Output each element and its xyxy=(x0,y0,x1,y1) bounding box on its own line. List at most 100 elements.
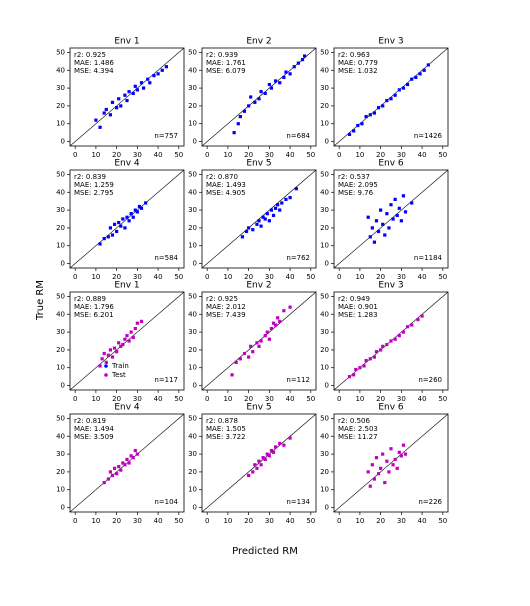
stat-annotation: MSE: 1.032 xyxy=(338,67,378,75)
point xyxy=(393,197,397,201)
point xyxy=(110,100,115,104)
y-tick-label: 0 xyxy=(193,260,197,268)
stat-annotation: MSE: 6.079 xyxy=(206,67,246,75)
point xyxy=(416,318,420,322)
x-tick-label: 30 xyxy=(265,517,274,525)
point xyxy=(276,316,280,320)
x-tick-label: 20 xyxy=(112,395,121,403)
point xyxy=(278,441,282,445)
point xyxy=(347,375,352,379)
point xyxy=(362,364,366,368)
point xyxy=(265,330,269,334)
point xyxy=(102,237,106,241)
point xyxy=(139,81,144,85)
point xyxy=(387,470,391,474)
point xyxy=(247,104,251,108)
x-tick-label: 30 xyxy=(133,273,142,281)
y-tick-label: 20 xyxy=(320,468,329,476)
y-tick-label: 0 xyxy=(325,138,329,146)
stat-annotation: MAE: 2.012 xyxy=(206,303,246,311)
y-tick-label: 50 xyxy=(56,170,65,178)
y-tick-label: 0 xyxy=(193,138,197,146)
point xyxy=(401,443,406,447)
point xyxy=(284,197,288,201)
point xyxy=(410,77,414,81)
n-label: n=112 xyxy=(286,376,310,384)
point xyxy=(269,208,274,212)
point xyxy=(385,342,389,347)
point xyxy=(366,470,370,474)
point xyxy=(117,97,121,101)
panel-title: Env 5 xyxy=(246,159,271,169)
point xyxy=(261,215,265,219)
x-tick-label: 40 xyxy=(286,151,295,159)
n-label: n=134 xyxy=(286,498,310,506)
point xyxy=(112,466,117,470)
point xyxy=(263,334,267,338)
point xyxy=(354,367,358,372)
point xyxy=(115,229,119,234)
n-label: n=1426 xyxy=(414,132,443,140)
identity-line xyxy=(201,291,317,391)
x-tick-label: 0 xyxy=(205,395,209,403)
y-tick-label: 20 xyxy=(188,102,197,110)
plot-frame xyxy=(69,413,185,513)
point xyxy=(273,79,278,83)
point xyxy=(397,206,401,210)
y-tick-label: 50 xyxy=(320,292,329,300)
point xyxy=(131,456,135,460)
point xyxy=(259,90,263,94)
stat-annotation: MAE: 2.503 xyxy=(338,425,378,433)
y-tick-label: 50 xyxy=(320,48,329,56)
point xyxy=(379,466,383,470)
y-tick-label: 20 xyxy=(188,346,197,354)
stat-annotation: MAE: 0.901 xyxy=(338,303,378,311)
n-label: n=1184 xyxy=(414,254,443,262)
x-tick-label: 10 xyxy=(223,517,232,525)
point xyxy=(391,463,395,467)
x-tick-label: 50 xyxy=(174,151,183,159)
point xyxy=(395,466,399,470)
x-tick-label: 50 xyxy=(438,151,447,159)
point xyxy=(121,461,125,465)
x-tick-label: 10 xyxy=(355,273,364,281)
point xyxy=(393,337,397,341)
x-tick-label: 10 xyxy=(355,517,364,525)
n-label: n=260 xyxy=(418,376,442,384)
point xyxy=(379,348,383,352)
stat-annotation: r2: 0.839 xyxy=(74,173,106,181)
point xyxy=(352,373,356,377)
point xyxy=(100,357,104,361)
x-tick-label: 10 xyxy=(355,395,364,403)
x-tick-label: 0 xyxy=(73,395,77,403)
point xyxy=(261,456,265,460)
stat-annotation: MAE: 1.761 xyxy=(206,59,246,67)
point xyxy=(247,473,251,478)
point xyxy=(397,450,401,454)
point xyxy=(249,344,253,348)
point xyxy=(121,217,125,221)
x-tick-label: 40 xyxy=(418,273,427,281)
point xyxy=(127,90,131,94)
x-tick-label: 0 xyxy=(337,151,341,159)
stat-annotation: MSE: 11.27 xyxy=(338,433,378,441)
point xyxy=(123,93,127,97)
y-tick-label: 20 xyxy=(188,468,197,476)
point xyxy=(288,436,292,440)
x-tick-label: 40 xyxy=(154,517,163,525)
y-tick-label: 30 xyxy=(320,206,329,214)
x-tick-label: 20 xyxy=(112,151,121,159)
point xyxy=(125,457,129,462)
legend-swatch xyxy=(104,364,108,368)
point xyxy=(288,305,292,309)
x-tick-label: 30 xyxy=(265,151,274,159)
point xyxy=(278,208,282,212)
point xyxy=(276,203,280,207)
point xyxy=(152,74,156,78)
point xyxy=(119,344,123,348)
point xyxy=(135,88,139,92)
point xyxy=(267,219,271,223)
x-tick-label: 0 xyxy=(73,151,77,159)
panel-title: Env 4 xyxy=(114,403,140,413)
x-tick-label: 50 xyxy=(438,395,447,403)
